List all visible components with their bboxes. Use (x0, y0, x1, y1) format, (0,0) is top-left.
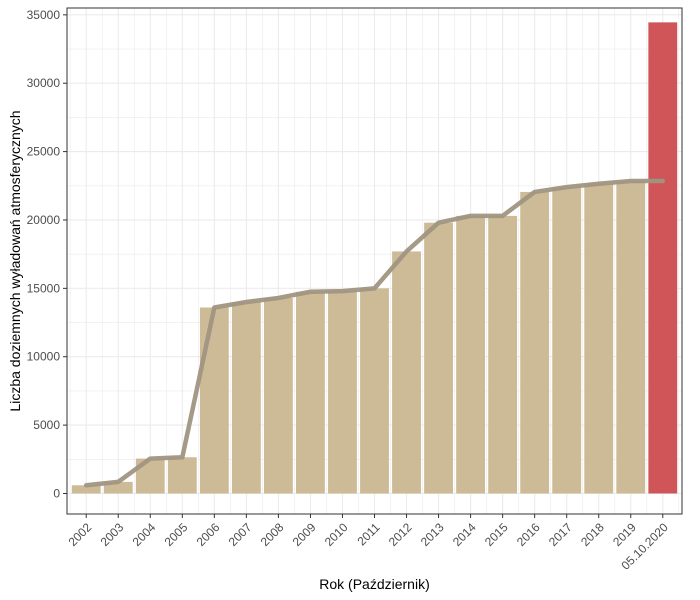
bars (71, 22, 678, 494)
bar (263, 297, 293, 494)
bar (392, 251, 421, 494)
x-tick-label: 2017 (546, 520, 575, 549)
x-tick-label: 2007 (226, 520, 255, 549)
x-tick-label: 2013 (418, 520, 447, 549)
y-tick-label: 35000 (27, 8, 61, 22)
y-axis: 0 5000 10000 15000 20000 25000 30000 35000 (27, 8, 67, 500)
bar (167, 457, 197, 494)
x-tick-label: 2012 (386, 520, 415, 549)
bar (296, 291, 325, 494)
x-tick-label: 2003 (98, 520, 127, 549)
bar (360, 288, 389, 494)
bar (103, 481, 133, 494)
y-tick-label: 10000 (27, 350, 61, 364)
y-tick-label: 0 (53, 486, 60, 500)
bar (456, 215, 486, 494)
x-tick-label: 2004 (130, 520, 159, 549)
bar (520, 191, 550, 494)
x-tick-label: 2005 (162, 520, 191, 549)
y-tick-label: 30000 (27, 76, 61, 90)
x-tick-label: 2016 (514, 520, 543, 549)
x-tick-label: 2018 (578, 520, 607, 549)
bar (584, 183, 614, 494)
bar (488, 215, 518, 494)
y-tick-label: 20000 (27, 213, 61, 227)
x-tick-label: 2006 (194, 520, 223, 549)
x-tick-label: 2019 (610, 520, 639, 549)
x-tick-label: 2002 (66, 520, 95, 549)
x-tick-label: 2014 (450, 520, 479, 549)
x-tick-label: 2010 (322, 520, 351, 549)
x-tick-label: 2011 (354, 520, 382, 548)
y-tick-label: 5000 (33, 418, 60, 432)
y-tick-label: 15000 (27, 281, 61, 295)
bar-highlight (648, 22, 678, 494)
bar (552, 187, 582, 494)
bar (328, 291, 357, 494)
x-tick-label: 2009 (290, 520, 319, 549)
y-axis-title: Liczba doziemnych wyładowań atmosferyczn… (7, 110, 23, 411)
x-axis: 2002 2003 2004 2005 2006 2007 2008 2009 2010 2011… (66, 514, 671, 573)
bar (424, 222, 453, 494)
x-axis-title: Rok (Październik) (319, 576, 429, 592)
trend-line (83, 178, 666, 488)
bar (199, 307, 229, 494)
bar (231, 302, 261, 494)
bar (616, 180, 646, 494)
y-tick-label: 25000 (27, 145, 61, 159)
x-tick-label: 2015 (482, 520, 511, 549)
x-tick-label: 2008 (258, 520, 287, 549)
trend-line-group (83, 178, 666, 488)
bar (71, 485, 101, 494)
